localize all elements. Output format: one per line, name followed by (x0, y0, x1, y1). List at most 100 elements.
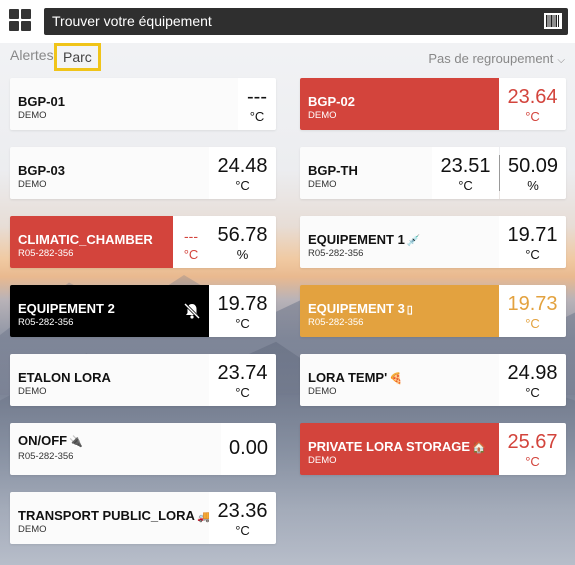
humidity-unit: % (236, 247, 249, 262)
equipment-card-bgp-01[interactable]: BGP-01 DEMO --- °C (10, 78, 276, 130)
temperature-number: 23.51 (440, 155, 491, 177)
card-name-area: BGP-TH DEMO (300, 147, 432, 199)
equipment-card-equipement-2[interactable]: EQUIPEMENT 2 R05-282-356 19.78 °C (10, 285, 276, 337)
truck-icon: 🚚 (196, 511, 211, 523)
equipment-name: CLIMATIC_CHAMBER (18, 232, 153, 247)
equipment-card-bgp-03[interactable]: BGP-03 DEMO 24.48 °C (10, 147, 276, 199)
equipment-site: R05-282-356 (18, 451, 74, 462)
equipment-card-bgp-02[interactable]: BGP-02 DEMO 23.64 °C (300, 78, 566, 130)
equipment-site: DEMO (18, 524, 47, 535)
equipment-name: BGP-TH (308, 163, 358, 178)
temperature-value: 19.71 °C (499, 216, 566, 268)
temperature-unit: °C (183, 247, 199, 262)
equipment-name: TRANSPORT PUBLIC_LORA 🚚 (18, 508, 211, 523)
equipment-name: EQUIPEMENT 3 ▯ (308, 301, 413, 316)
equipment-site: DEMO (18, 110, 47, 121)
temperature-number: 19.73 (507, 293, 558, 315)
temperature-number: 23.64 (507, 86, 558, 108)
equipment-card-transport-public-lora[interactable]: TRANSPORT PUBLIC_LORA 🚚 DEMO 23.36 °C (10, 492, 276, 544)
house-icon: 🏠 (472, 442, 486, 454)
equipment-name: EQUIPEMENT 2 (18, 301, 115, 316)
card-name-area: BGP-01 DEMO (10, 78, 238, 130)
temperature-value: 23.64 °C (499, 78, 566, 130)
tab-alertes[interactable]: Alertes (10, 47, 54, 63)
equipment-card-lora-temp[interactable]: LORA TEMP' 🍕 DEMO 24.98 °C (300, 354, 566, 406)
equipment-name: EQUIPEMENT 1 💉 (308, 232, 421, 247)
equipment-site: R05-282-356 (308, 248, 364, 259)
temperature-value: 24.98 °C (499, 354, 566, 406)
temperature-value: 23.36 °C (209, 492, 276, 544)
value-divider (499, 155, 500, 191)
grid-menu-icon[interactable] (9, 9, 32, 32)
temperature-number: 24.48 (217, 155, 268, 177)
equipment-name: LORA TEMP' 🍕 (308, 370, 403, 385)
card-name-area: BGP-03 DEMO (10, 147, 209, 199)
temperature-number: 19.71 (507, 224, 558, 246)
card-name-area: EQUIPEMENT 1 💉 R05-282-356 (300, 216, 499, 268)
temperature-value: 23.74 °C (209, 354, 276, 406)
equipment-card-etalon-lora[interactable]: ETALON LORA DEMO 23.74 °C (10, 354, 276, 406)
equipment-site: DEMO (308, 455, 337, 466)
temperature-value: 19.78 °C (209, 285, 276, 337)
state-number: 0.00 (229, 437, 268, 459)
temperature-unit: °C (525, 247, 540, 262)
equipment-card-bgp-th[interactable]: BGP-TH DEMO 23.51 °C 50.09 % (300, 147, 566, 199)
equipment-card-equipement-3[interactable]: EQUIPEMENT 3 ▯ R05-282-356 19.73 °C (300, 285, 566, 337)
card-name-area: ON/OFF 🔌 R05-282-356 (10, 423, 221, 475)
card-name-area: EQUIPEMENT 2 R05-282-356 (10, 285, 209, 337)
temperature-number: 24.98 (507, 362, 558, 384)
equipment-site: DEMO (18, 386, 47, 397)
humidity-value: 50.09 % (500, 147, 566, 199)
card-name-area: TRANSPORT PUBLIC_LORA 🚚 DEMO (10, 492, 211, 544)
grouping-dropdown[interactable]: Pas de regroupement ⌵ (428, 51, 565, 66)
temperature-number: --- (184, 228, 198, 244)
search-input[interactable]: Trouver votre équipement (44, 8, 568, 35)
equipment-card-equipement-1[interactable]: EQUIPEMENT 1 💉 R05-282-356 19.71 °C (300, 216, 566, 268)
search-placeholder: Trouver votre équipement (52, 13, 212, 29)
temperature-unit: °C (249, 109, 265, 124)
temperature-unit: °C (525, 316, 540, 331)
bell-muted-icon[interactable] (183, 302, 201, 320)
humidity-value: 56.78 % (209, 216, 276, 268)
chevron-down-icon: ⌵ (557, 55, 565, 66)
temperature-number: 19.78 (217, 293, 268, 315)
equipment-site: DEMO (308, 110, 337, 121)
temperature-value: 19.73 °C (499, 285, 566, 337)
equipment-site: DEMO (308, 179, 337, 190)
humidity-number: 56.78 (217, 224, 268, 246)
tab-parc[interactable]: Parc (54, 43, 101, 71)
temperature-unit: °C (235, 178, 250, 193)
missing-glyph-icon: ▯ (406, 304, 413, 316)
equipment-name: ON/OFF 🔌 (18, 433, 83, 448)
equipment-name: BGP-02 (308, 94, 355, 109)
temperature-value: 24.48 °C (209, 147, 276, 199)
equipment-name: PRIVATE LORA STORAGE 🏠 (308, 439, 486, 454)
state-value: 0.00 (221, 423, 276, 475)
equipment-site: R05-282-356 (18, 248, 74, 259)
temperature-value: 23.51 °C (432, 147, 499, 199)
temperature-unit: °C (525, 454, 540, 469)
pizza-icon: 🍕 (389, 373, 403, 385)
barcode-icon[interactable] (544, 13, 562, 29)
temperature-number: --- (247, 86, 267, 108)
plug-icon: 🔌 (69, 436, 83, 448)
card-name-area: LORA TEMP' 🍕 DEMO (300, 354, 499, 406)
equipment-site: R05-282-356 (18, 317, 74, 328)
temperature-unit: °C (235, 316, 250, 331)
temperature-unit: °C (235, 385, 250, 400)
top-bar: Trouver votre équipement (0, 0, 575, 43)
equipment-card-climatic-chamber[interactable]: CLIMATIC_CHAMBER R05-282-356 --- °C 56.7… (10, 216, 276, 268)
temperature-value: 25.67 °C (499, 423, 566, 475)
equipment-name: BGP-03 (18, 163, 65, 178)
temperature-unit: °C (458, 178, 473, 193)
card-name-area: ETALON LORA DEMO (10, 354, 209, 406)
equipment-card-on-off[interactable]: ON/OFF 🔌 R05-282-356 0.00 (10, 423, 276, 475)
temperature-number: 23.36 (217, 500, 268, 522)
equipment-name: BGP-01 (18, 94, 65, 109)
equipment-card-private-lora-storage[interactable]: PRIVATE LORA STORAGE 🏠 DEMO 25.67 °C (300, 423, 566, 475)
temperature-number: 23.74 (217, 362, 268, 384)
card-name-area: PRIVATE LORA STORAGE 🏠 DEMO (300, 423, 499, 475)
card-name-area: BGP-02 DEMO (300, 78, 499, 130)
temperature-unit: °C (525, 385, 540, 400)
equipment-name: ETALON LORA (18, 370, 111, 385)
